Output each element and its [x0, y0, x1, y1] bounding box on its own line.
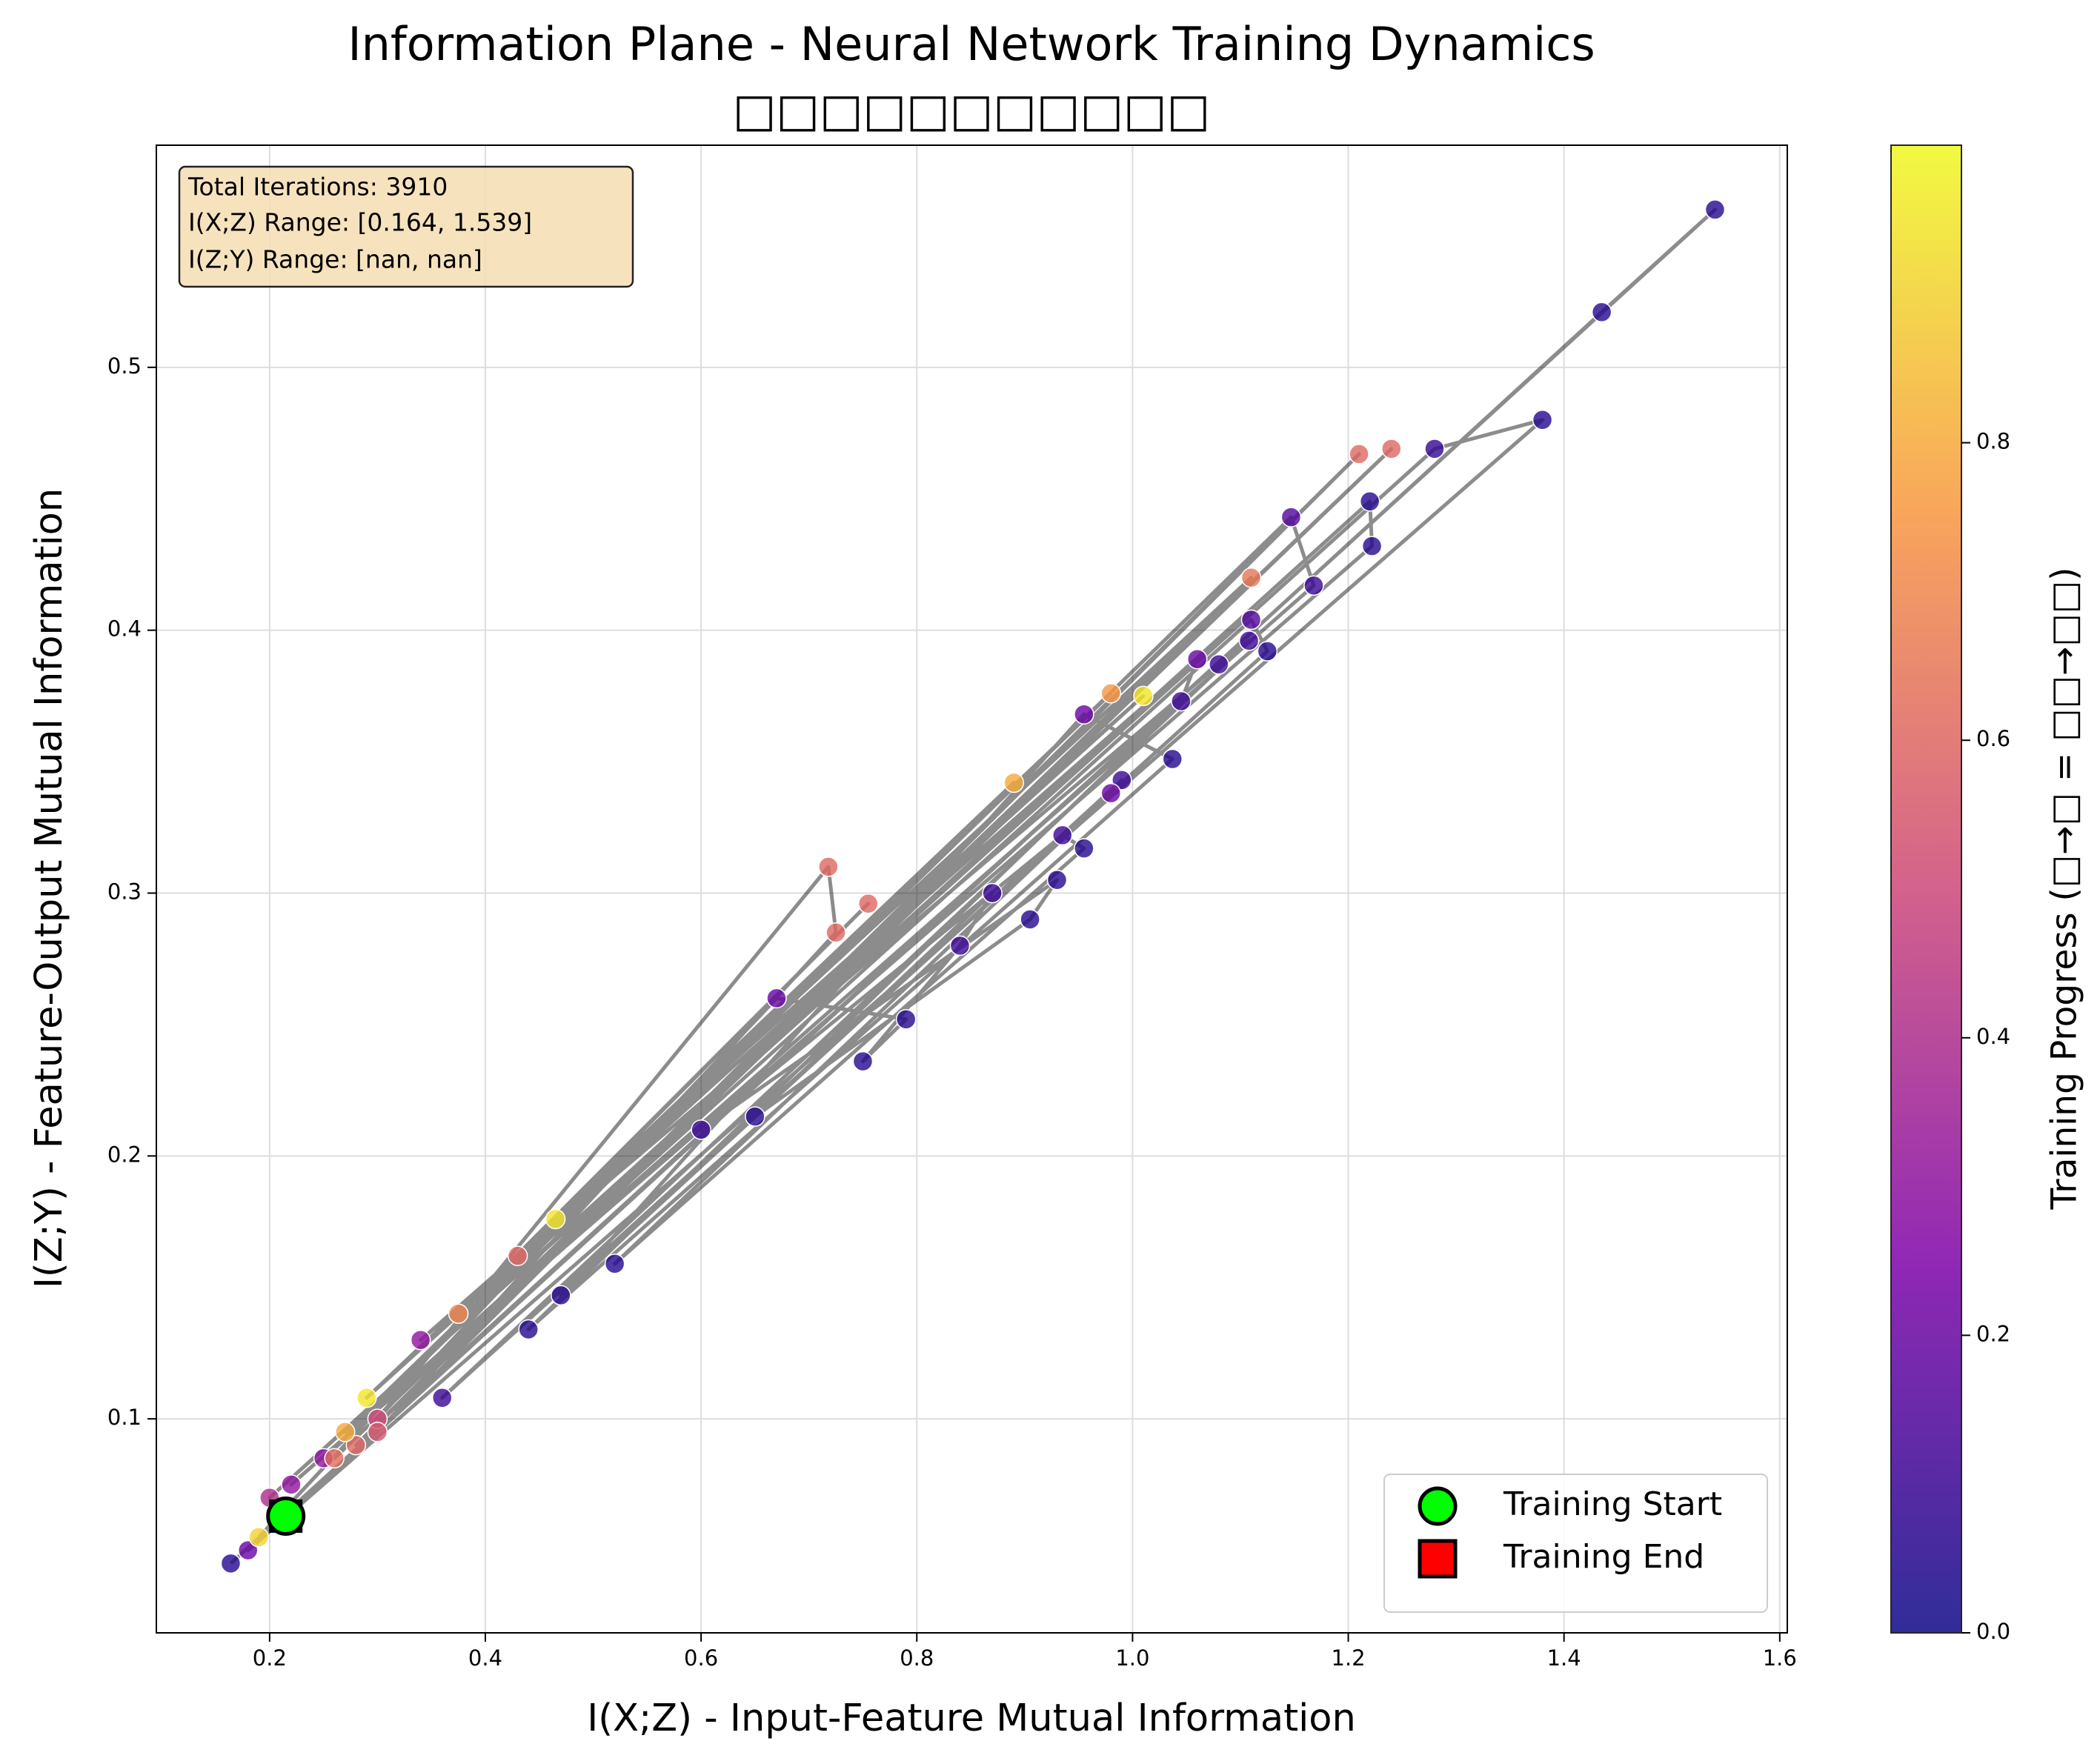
scatter-point [551, 1285, 571, 1306]
legend-label: Training Start [1503, 1485, 1722, 1523]
annotation-line: I(Z;Y) Range: [nan, nan] [188, 245, 482, 274]
scatter-point [432, 1388, 453, 1408]
scatter-point [1209, 654, 1229, 675]
scatter-point [1359, 491, 1380, 512]
y-tick-label: 0.1 [107, 1405, 142, 1430]
scatter-point [1349, 444, 1369, 465]
colorbar-tick-label: 0.8 [1976, 429, 2010, 454]
scatter-point [949, 935, 971, 956]
chart-title: Information Plane - Neural Network Train… [348, 17, 1595, 71]
trajectory-line [229, 207, 1717, 1565]
legend-label: Training End [1503, 1538, 1704, 1576]
scatter-point [1162, 748, 1183, 770]
y-tick-label: 0.4 [107, 616, 142, 642]
scatter-point [345, 1434, 367, 1456]
chart-subtitle: □□□□□□□□□□□ [733, 83, 1210, 137]
scatter-point [1074, 838, 1094, 859]
annotation-line: Total Iterations: 3910 [187, 173, 448, 202]
x-tick-label: 0.2 [253, 1645, 287, 1671]
scatter-point [1704, 199, 1726, 220]
scatter-point [1046, 870, 1068, 891]
scatter-point [1381, 439, 1402, 459]
scatter-point [448, 1303, 469, 1324]
scatter-point [356, 1388, 377, 1408]
colorbar-label: Training Progress (□→□ = □□→□□) [2044, 567, 2085, 1210]
legend-box [1383, 1474, 1768, 1613]
scatter-point [766, 988, 787, 1009]
axes-frame [156, 144, 1788, 1634]
x-tick-label: 1.0 [1115, 1645, 1149, 1671]
colorbar-tick-label: 0.0 [1976, 1619, 2010, 1644]
scatter-point [1238, 630, 1260, 651]
scatter-point [982, 882, 1003, 904]
scatter-point [1240, 567, 1262, 588]
scatter-point [1112, 770, 1132, 790]
scatter-point [604, 1254, 625, 1274]
scatter-point [507, 1245, 528, 1266]
x-tick-label: 0.6 [684, 1645, 718, 1671]
scatter-point [1003, 772, 1025, 793]
scatter-point [1074, 704, 1094, 725]
scatter-point [1280, 507, 1302, 527]
scatter-point [220, 1553, 242, 1574]
x-tick-label: 1.2 [1331, 1645, 1365, 1671]
scatter-point [818, 856, 839, 877]
scatter-point [237, 1539, 259, 1561]
scatter-point [825, 922, 846, 943]
scatter-point [545, 1208, 566, 1230]
scatter-point [745, 1106, 765, 1127]
colorbar-tick-label: 0.6 [1976, 726, 2010, 751]
scatter-point [852, 1051, 874, 1072]
scatter-point [1303, 575, 1324, 596]
ticks: 0.2 0.4 0.6 0.8 1.0 1.2 1.4 1.6 0.1 0.2 0.3 0.4 0.5 0… [107, 353, 2010, 1671]
scatter-point [1100, 782, 1122, 804]
scatter-point [410, 1329, 431, 1351]
scatter-point [1100, 683, 1122, 704]
annotation-box [178, 165, 634, 288]
scatter-point [691, 1119, 711, 1140]
x-tick-label: 1.6 [1763, 1645, 1797, 1671]
y-tick-label: 0.3 [107, 879, 142, 904]
scatter-point [334, 1422, 356, 1442]
scatter-point [1133, 685, 1154, 707]
scatter-point [1361, 536, 1383, 556]
scatter-point [1020, 909, 1040, 930]
scatter-point [1240, 609, 1262, 630]
scatter-point [1257, 641, 1278, 662]
scatter-point [518, 1319, 539, 1340]
colorbar [1890, 144, 1962, 1634]
y-tick-label: 0.2 [107, 1142, 142, 1167]
scatter-point [1171, 690, 1192, 712]
x-axis-label: I(X;Z) - Input-Feature Mutual Informatio… [587, 1697, 1356, 1740]
plot-area [220, 199, 1726, 1574]
grid [156, 145, 1787, 1633]
x-tick-label: 1.4 [1547, 1645, 1581, 1671]
scatter-point [895, 1009, 917, 1030]
legend-marker [1418, 1486, 1458, 1526]
scatter-point [324, 1448, 345, 1469]
colorbar-tick-label: 0.4 [1976, 1024, 2010, 1049]
scatter-point [1186, 648, 1208, 670]
scatter-point [281, 1474, 302, 1495]
x-tick-label: 0.8 [900, 1645, 934, 1671]
legend: Training Start Training End [1383, 1474, 1768, 1613]
colorbar-tick-label: 0.2 [1976, 1321, 2010, 1346]
scatter-point [1591, 302, 1612, 323]
legend-marker [1418, 1539, 1458, 1579]
scatter-point [858, 893, 879, 914]
y-axis-label: I(Z;Y) - Feature-Output Mutual Informati… [27, 488, 71, 1288]
annotation-line: I(X;Z) Range: [0.164, 1.539] [188, 208, 532, 237]
scatter-point [1052, 825, 1073, 846]
scatter-point [1532, 410, 1553, 430]
scatter-point [248, 1527, 270, 1548]
y-tick-label: 0.5 [107, 353, 142, 379]
marker [266, 1496, 306, 1536]
scatter-point [1424, 439, 1445, 459]
x-tick-label: 0.4 [468, 1645, 502, 1671]
scatter-point [367, 1422, 388, 1442]
